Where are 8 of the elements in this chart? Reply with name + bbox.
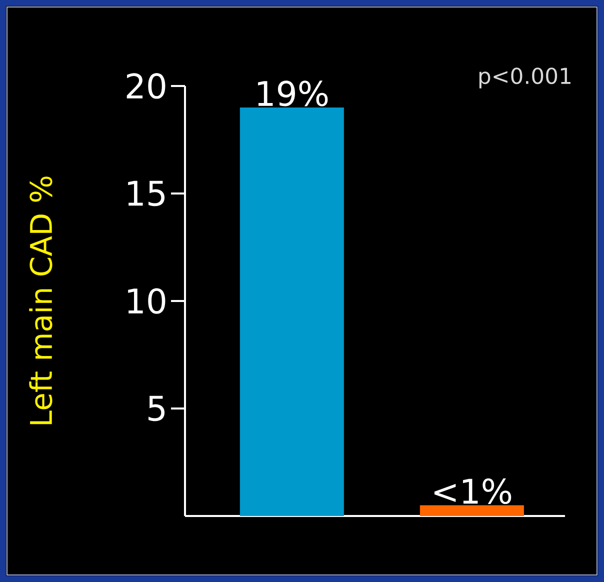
y-tick-label: 10 xyxy=(128,288,166,314)
y-tick-label: 20 xyxy=(126,73,166,99)
y-tick-label: 15 xyxy=(128,180,165,206)
y-tick-label: 5 xyxy=(148,396,165,422)
data-label: <1% xyxy=(434,478,512,504)
annotation: p<0.001 xyxy=(479,68,570,88)
data-label: 19% xyxy=(258,80,328,106)
y-axis-title: Left main CAD % xyxy=(29,176,52,424)
